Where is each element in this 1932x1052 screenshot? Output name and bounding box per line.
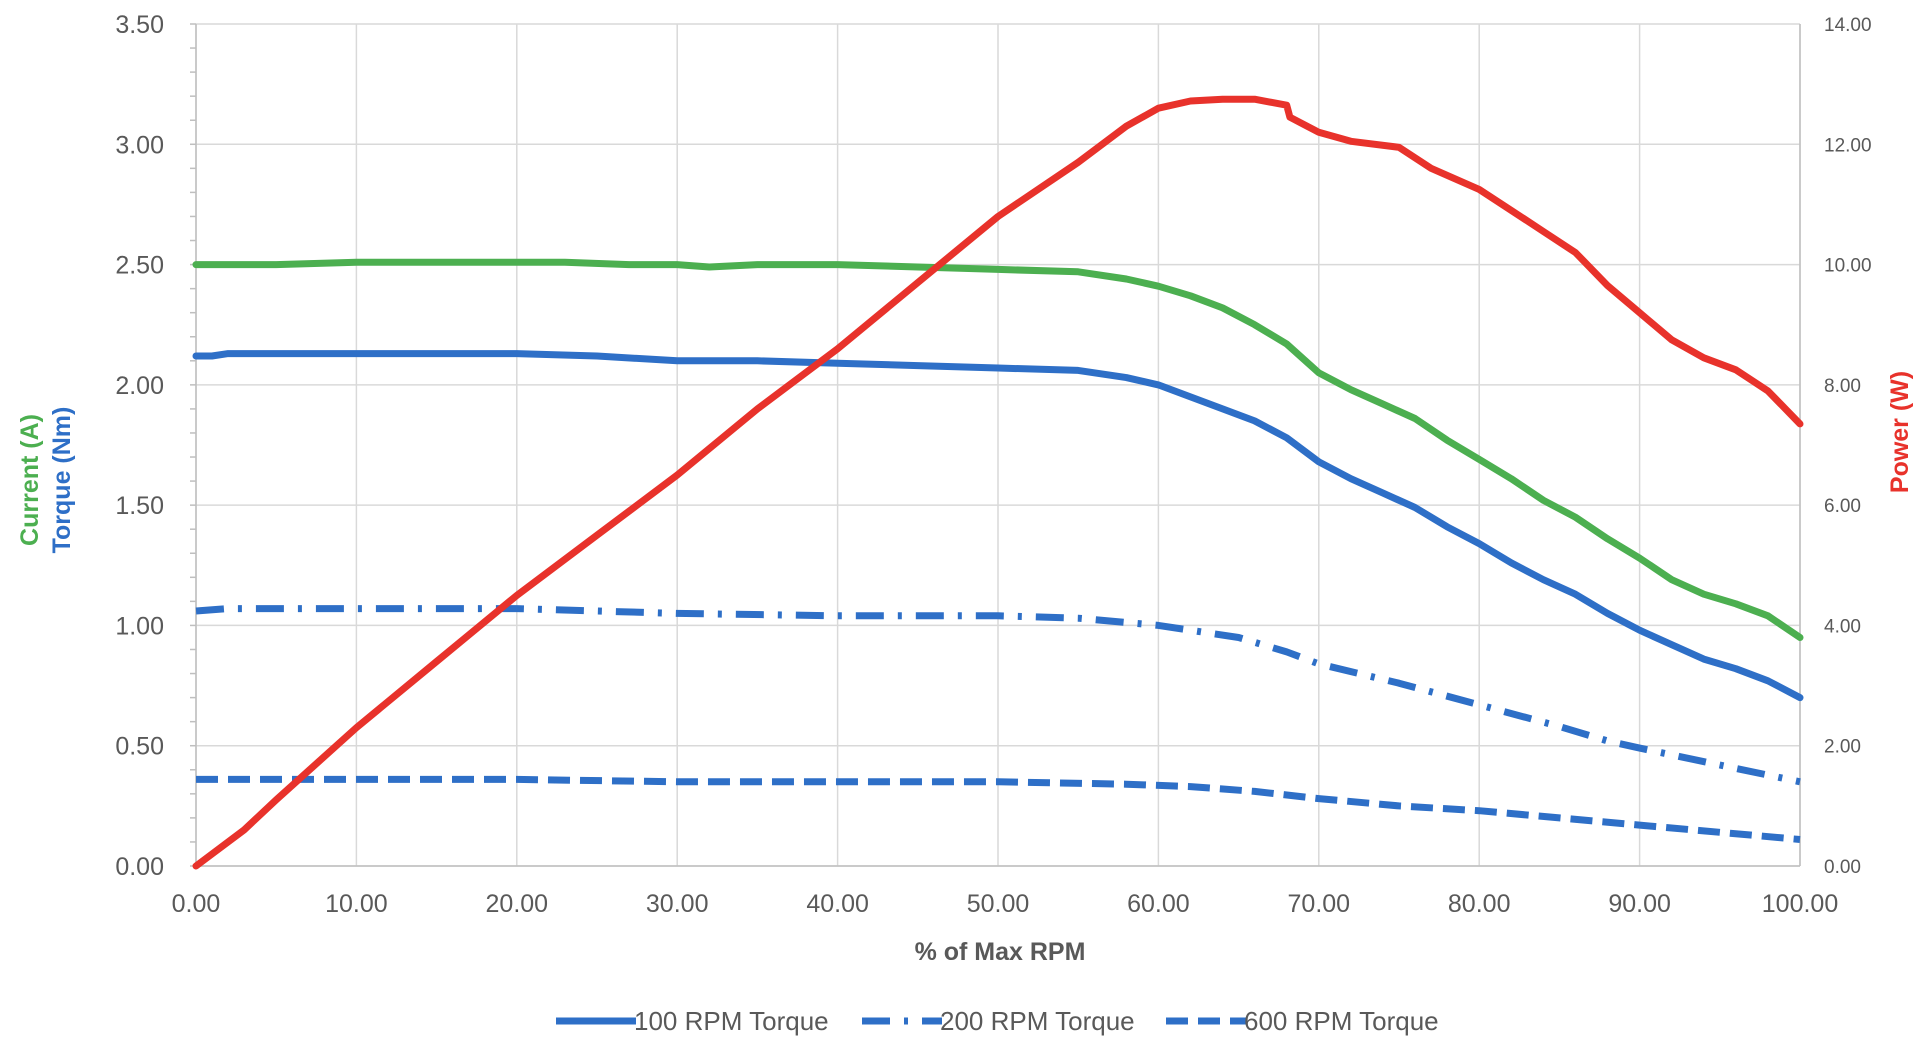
y-left-tick-label: 2.00: [115, 372, 164, 400]
x-tick-label: 60.00: [1127, 890, 1190, 918]
y-right-axis-ticks: 0.00 2.00 4.00 6.00 8.00 10.00 12.00 14.00: [1824, 15, 1872, 878]
y-right-tick-label: 6.00: [1824, 496, 1861, 517]
x-axis-title: % of Max RPM: [915, 938, 1086, 966]
series-lines: [192, 95, 1804, 870]
y-right-tick-label: 14.00: [1824, 15, 1872, 36]
x-axis-ticks: 0.00 10.00 20.00 30.00 40.00 50.00 60.00 70.00 8…: [172, 890, 1839, 918]
legend-entry-label: 100 RPM Torque: [634, 1006, 829, 1036]
y-left-axis-ticks: 0.00 0.50 1.00 1.50 2.00 2.50 3.00 3.50: [115, 11, 164, 881]
y-left-axis-title-torque: Torque (Nm): [48, 407, 76, 554]
y-left-tick-label: 3.00: [115, 131, 164, 159]
x-tick-label: 30.00: [646, 890, 709, 918]
y-left-tick-label: 1.50: [115, 492, 164, 520]
legend: 100 RPM Torque 200 RPM Torque 600 RPM Torq…: [556, 1006, 1439, 1036]
x-tick-label: 40.00: [806, 890, 869, 918]
x-tick-label: 100.00: [1762, 890, 1838, 918]
y-left-tick-label: 1.00: [115, 612, 164, 640]
legend-entry-label: 200 RPM Torque: [940, 1006, 1135, 1036]
y-right-tick-label: 0.00: [1824, 857, 1861, 878]
series-line-100-rpm-torque: [192, 350, 1804, 702]
y-left-axis-title-current: Current (A): [16, 414, 44, 546]
y-right-axis-title-power: Power (W): [1886, 371, 1914, 493]
y-left-tick-label: 2.50: [115, 252, 164, 280]
y-left-tick-label: 0.50: [115, 733, 164, 761]
series-line-current: [192, 258, 1804, 641]
series-line-600-rpm-torque: [196, 775, 1801, 843]
series-line-power: [192, 95, 1804, 870]
y-left-tick-label: 3.50: [115, 11, 164, 39]
grid-lines: [190, 23, 1801, 867]
x-tick-label: 90.00: [1608, 890, 1671, 918]
y-right-tick-label: 4.00: [1824, 616, 1861, 637]
x-tick-label: 50.00: [967, 890, 1030, 918]
series-line-200-rpm-torque: [195, 605, 1801, 786]
x-tick-label: 20.00: [486, 890, 549, 918]
y-left-tick-label: 0.00: [115, 853, 164, 881]
x-tick-label: 10.00: [325, 890, 388, 918]
x-tick-label: 70.00: [1288, 890, 1351, 918]
x-tick-label: 0.00: [172, 890, 221, 918]
y-right-tick-label: 10.00: [1824, 256, 1872, 277]
y-right-tick-label: 8.00: [1824, 376, 1861, 397]
x-tick-label: 80.00: [1448, 890, 1511, 918]
legend-entry-label: 600 RPM Torque: [1244, 1006, 1439, 1036]
y-right-tick-label: 12.00: [1824, 135, 1872, 156]
y-right-tick-label: 2.00: [1824, 737, 1861, 758]
